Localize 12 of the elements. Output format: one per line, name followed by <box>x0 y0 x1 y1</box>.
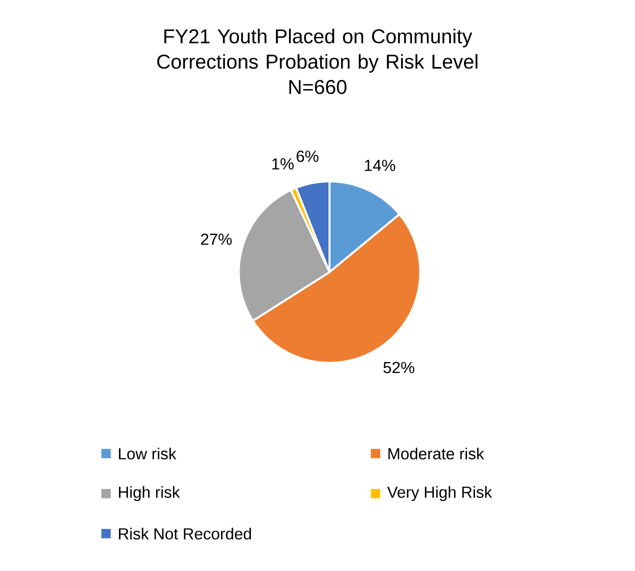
chart-subtitle: N=660 <box>289 80 346 94</box>
data-label: 27% <box>201 234 232 245</box>
legend-label: Low risk <box>118 448 176 460</box>
data-label: 1% <box>272 158 294 170</box>
legend-label: Moderate risk <box>388 448 484 460</box>
data-label: 6% <box>296 150 318 162</box>
chart-title: FY21 Youth Placed on Community Corrections Probation by Risk Level <box>157 28 478 73</box>
legend-label: Risk Not Recorded <box>118 528 251 540</box>
data-label: 14% <box>364 160 396 172</box>
legend-label: High risk <box>118 486 180 502</box>
legend-label: Very High Risk <box>387 486 492 502</box>
data-label: 52% <box>383 362 414 374</box>
